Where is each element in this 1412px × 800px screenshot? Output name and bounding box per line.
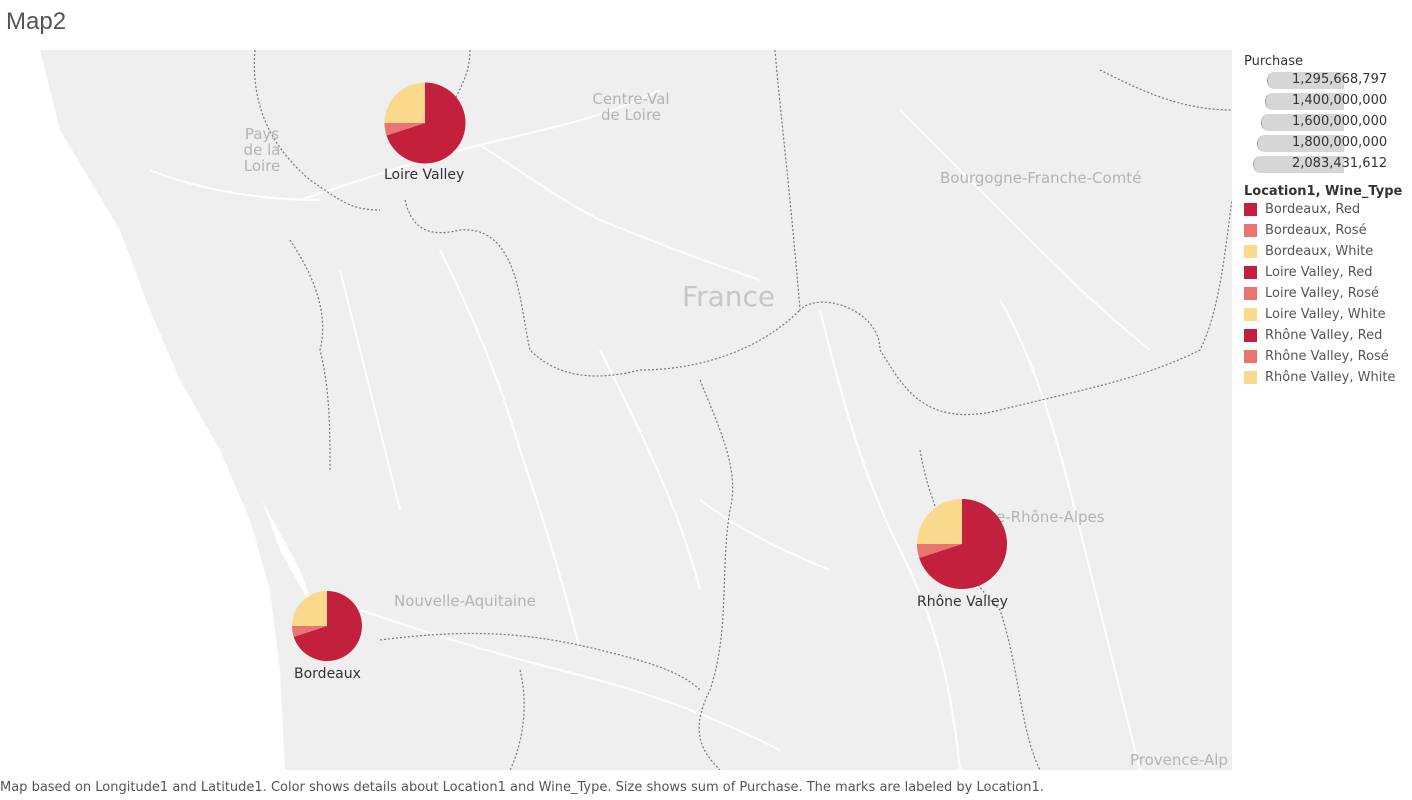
mark-label-rhone-valley: Rhône Valley — [917, 594, 1008, 610]
size-legend-bar — [1267, 72, 1344, 89]
color-legend-label: Loire Valley, Red — [1265, 265, 1373, 280]
color-swatch — [1244, 350, 1257, 363]
legend-panel: Purchase 1,295,668,797 1,400,000,000 1,6… — [1244, 54, 1412, 388]
color-swatch — [1244, 224, 1257, 237]
mark-label-bordeaux: Bordeaux — [294, 666, 361, 682]
color-swatch — [1244, 245, 1257, 258]
rivers — [149, 89, 1151, 770]
region-label-pays-de-la-loire: Pays de la Loire — [243, 125, 281, 175]
size-legend-value: 1,295,668,797 — [1292, 72, 1388, 87]
size-legend-value: 1,800,000,000 — [1292, 135, 1388, 150]
color-legend-item[interactable]: Rhône Valley, White — [1244, 367, 1412, 388]
sheet-title: Map2 — [6, 8, 67, 35]
color-legend-label: Bordeaux, White — [1265, 244, 1374, 259]
size-legend-bar — [1261, 114, 1344, 131]
region-borders — [253, 50, 1232, 770]
size-legend-row[interactable]: 1,600,000,000 — [1244, 111, 1412, 132]
region-label-bourgogne: Bourgogne-Franche-Comté — [940, 169, 1142, 187]
color-legend-list: Bordeaux, Red Bordeaux, Rosé Bordeaux, Whi… — [1244, 199, 1412, 388]
color-legend-label: Rhône Valley, White — [1265, 370, 1396, 385]
color-legend-item[interactable]: Bordeaux, Rosé — [1244, 220, 1412, 241]
color-swatch — [1244, 287, 1257, 300]
size-legend-value: 1,400,000,000 — [1292, 93, 1388, 108]
size-legend-value: 2,083,431,612 — [1292, 156, 1388, 171]
color-legend-label: Rhône Valley, Red — [1265, 328, 1383, 343]
region-label-nouvelle-aquitaine: Nouvelle-Aquitaine — [394, 592, 536, 610]
mark-label-loire-valley: Loire Valley — [384, 167, 465, 183]
color-legend-label: Loire Valley, White — [1265, 307, 1386, 322]
color-legend-label: Loire Valley, Rosé — [1265, 286, 1379, 301]
map-view[interactable]: Pays de la Loire Centre-Val de Loire Bou… — [0, 50, 1232, 770]
color-legend-item[interactable]: Loire Valley, Red — [1244, 262, 1412, 283]
color-legend-item[interactable]: Rhône Valley, Red — [1244, 325, 1412, 346]
size-legend-bar — [1257, 135, 1344, 152]
map-background — [0, 50, 1232, 770]
color-legend-item[interactable]: Bordeaux, White — [1244, 241, 1412, 262]
size-legend-value: 1,600,000,000 — [1292, 114, 1388, 129]
color-legend-label: Bordeaux, Red — [1265, 202, 1361, 217]
color-legend-item[interactable]: Rhône Valley, Rosé — [1244, 346, 1412, 367]
size-legend-bar — [1265, 93, 1344, 110]
size-legend-row[interactable]: 2,083,431,612 — [1244, 153, 1412, 174]
size-legend-row[interactable]: 1,400,000,000 — [1244, 90, 1412, 111]
color-legend-label: Rhône Valley, Rosé — [1265, 349, 1389, 364]
ocean-area — [0, 50, 285, 770]
color-legend-item[interactable]: Loire Valley, Rosé — [1244, 283, 1412, 304]
gironde-estuary — [262, 500, 315, 610]
color-legend-label: Bordeaux, Rosé — [1265, 223, 1367, 238]
color-swatch — [1244, 203, 1257, 216]
color-swatch — [1244, 329, 1257, 342]
color-legend-item[interactable]: Bordeaux, Red — [1244, 199, 1412, 220]
country-label: France — [682, 280, 776, 313]
color-swatch — [1244, 266, 1257, 279]
size-legend-bar — [1253, 156, 1344, 173]
region-label-centre-val-de-loire: Centre-Val de Loire — [592, 90, 670, 124]
region-label-provence: Provence-Alp — [1130, 751, 1228, 769]
size-legend-row[interactable]: 1,800,000,000 — [1244, 132, 1412, 153]
color-swatch — [1244, 371, 1257, 384]
size-legend-title: Purchase — [1244, 54, 1304, 69]
color-swatch — [1244, 308, 1257, 321]
color-legend-title: Location1, Wine_Type — [1244, 184, 1403, 199]
map-caption: Map based on Longitude1 and Latitude1. C… — [0, 780, 1044, 795]
region-label-auvergne-rhone-alpes: e-Rhône-Alpes — [996, 508, 1105, 526]
color-legend-item[interactable]: Loire Valley, White — [1244, 304, 1412, 325]
size-legend-row[interactable]: 1,295,668,797 — [1244, 69, 1412, 90]
